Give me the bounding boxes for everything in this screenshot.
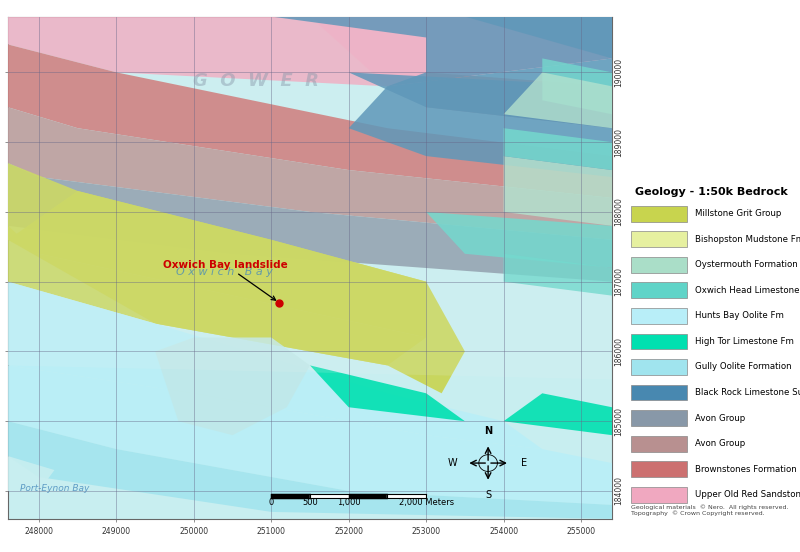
Polygon shape	[542, 59, 612, 114]
Polygon shape	[349, 72, 612, 128]
Polygon shape	[8, 45, 612, 198]
Text: Oxwich Head Limestone Fm: Oxwich Head Limestone Fm	[694, 286, 800, 295]
Text: Hunts Bay Oolite Fm: Hunts Bay Oolite Fm	[694, 311, 783, 320]
Bar	[630, 461, 687, 477]
Text: Avon Group: Avon Group	[694, 413, 745, 423]
Polygon shape	[8, 456, 54, 491]
Polygon shape	[503, 393, 612, 435]
Polygon shape	[8, 365, 612, 505]
Text: Black Rock Limestone Subgroup: Black Rock Limestone Subgroup	[694, 388, 800, 397]
Text: Port-Eynon Bay: Port-Eynon Bay	[20, 484, 89, 493]
Bar	[630, 410, 687, 426]
Polygon shape	[8, 421, 612, 519]
Bar	[630, 283, 687, 298]
Polygon shape	[310, 17, 612, 86]
Bar	[630, 436, 687, 452]
Polygon shape	[8, 17, 612, 86]
Text: High Tor Limestone Fm: High Tor Limestone Fm	[694, 337, 794, 346]
Text: Upper Old Red Sandstone: Upper Old Red Sandstone	[694, 490, 800, 499]
Bar	[630, 333, 687, 349]
Polygon shape	[503, 128, 612, 170]
Polygon shape	[8, 191, 465, 393]
Text: Gully Oolite Formation: Gully Oolite Formation	[694, 363, 791, 371]
Polygon shape	[503, 156, 612, 226]
Polygon shape	[155, 337, 310, 435]
Text: 2,000 Meters: 2,000 Meters	[398, 498, 454, 507]
Bar	[630, 487, 687, 502]
Text: Avon Group: Avon Group	[694, 439, 745, 448]
Text: Bishopston Mudstone Fm: Bishopston Mudstone Fm	[694, 235, 800, 244]
Polygon shape	[8, 107, 612, 240]
Text: Oxwich Bay landslide: Oxwich Bay landslide	[163, 260, 288, 300]
Text: Millstone Grit Group: Millstone Grit Group	[694, 209, 781, 218]
Text: 500: 500	[302, 498, 318, 507]
Polygon shape	[8, 163, 612, 282]
Bar	[630, 308, 687, 324]
Text: Geological materials  © Nero.  All rights reserved.
Topography  © Crown Copyrigh: Geological materials © Nero. All rights …	[630, 504, 788, 516]
Bar	[630, 359, 687, 375]
Text: Oystermouth Formation: Oystermouth Formation	[694, 261, 798, 269]
Polygon shape	[271, 17, 612, 86]
Polygon shape	[426, 72, 612, 128]
Text: Brownstones Formation: Brownstones Formation	[694, 465, 797, 474]
Text: 189000: 189000	[614, 128, 623, 157]
Bar	[630, 385, 687, 400]
Text: N: N	[484, 426, 492, 436]
Polygon shape	[8, 226, 426, 365]
Polygon shape	[8, 163, 426, 337]
Bar	[630, 257, 687, 273]
Text: Geology - 1:50k Bedrock: Geology - 1:50k Bedrock	[634, 187, 787, 198]
Text: 0: 0	[269, 498, 274, 507]
Text: 190000: 190000	[614, 58, 623, 87]
Text: 188000: 188000	[614, 198, 623, 226]
Text: 186000: 186000	[614, 337, 623, 366]
Polygon shape	[426, 212, 612, 268]
Bar	[630, 231, 687, 247]
Text: E: E	[521, 458, 526, 468]
Text: W: W	[448, 458, 458, 468]
Polygon shape	[503, 254, 612, 296]
Text: 1,000: 1,000	[337, 498, 361, 507]
Text: S: S	[485, 490, 491, 500]
Polygon shape	[8, 17, 612, 379]
Polygon shape	[8, 282, 542, 449]
Text: 185000: 185000	[614, 407, 623, 436]
Bar	[630, 206, 687, 222]
Text: 187000: 187000	[614, 267, 623, 296]
Text: 184000: 184000	[614, 476, 623, 506]
Text: O x w i c h   B a y: O x w i c h B a y	[176, 267, 274, 277]
Polygon shape	[503, 72, 612, 128]
Text: G  O  W  E  R: G O W E R	[193, 72, 318, 91]
Polygon shape	[310, 365, 465, 421]
Polygon shape	[349, 17, 612, 177]
